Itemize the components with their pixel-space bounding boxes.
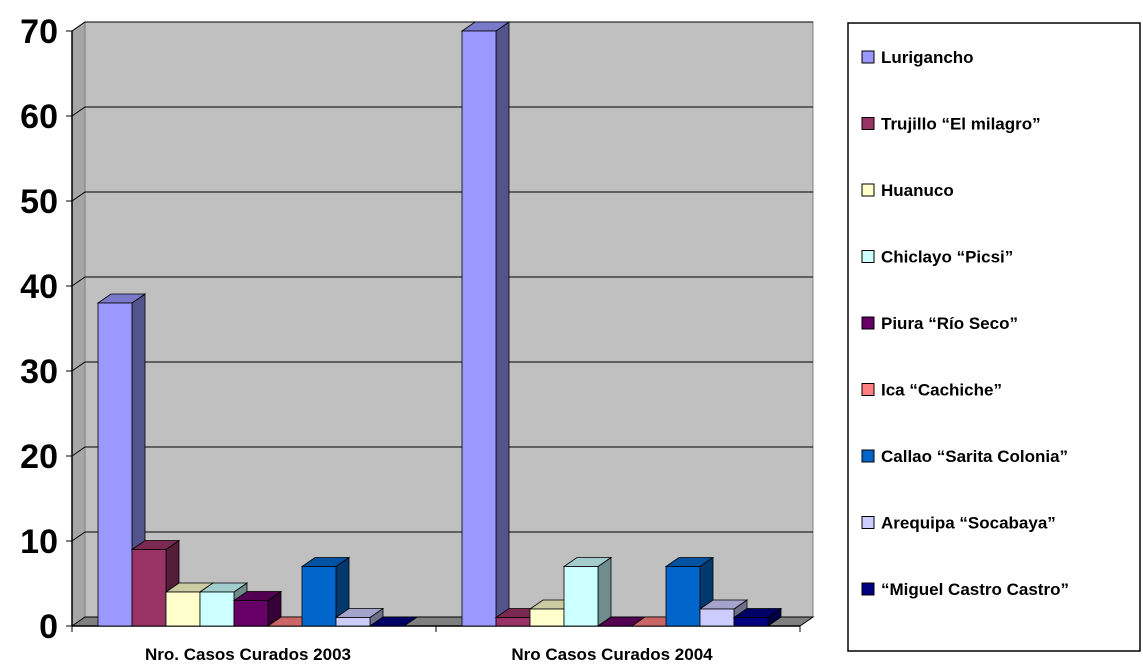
legend-label: Huanuco: [881, 181, 954, 200]
legend-label: Callao “Sarita Colonia”: [881, 447, 1068, 466]
legend-label: Ica “Cachiche”: [881, 381, 1002, 400]
legend-swatch: [861, 383, 875, 396]
legend-swatch: [861, 316, 875, 330]
gridline: [71, 531, 813, 542]
legend-label: Lurigancho: [881, 48, 974, 67]
legend-swatch: [861, 183, 875, 197]
y-tick-label: 20: [20, 438, 58, 476]
legend: Lurigancho Trujillo “El milagro” Huanuco Ch…: [847, 22, 1141, 652]
legend-item: Lurigancho: [861, 48, 974, 67]
bar: [232, 590, 283, 627]
y-tick-label: 60: [20, 98, 58, 136]
y-tick-label: 10: [20, 523, 58, 561]
bar: [368, 616, 419, 627]
gridline: [71, 106, 813, 117]
legend-item: Chiclayo “Picsi”: [861, 248, 1013, 267]
chart-bars: [96, 21, 783, 627]
legend-item: “Miguel Castro Castro”: [861, 580, 1069, 599]
bar: [300, 556, 351, 627]
legend-item: Huanuco: [861, 181, 954, 200]
legend-label: “Miguel Castro Castro”: [881, 580, 1069, 599]
chart-gridlines: [71, 21, 813, 542]
legend-swatch: [861, 582, 875, 596]
chart-plot-wall: [71, 21, 814, 627]
legend-item: Callao “Sarita Colonia”: [861, 447, 1068, 466]
legend-item: Ica “Cachiche”: [861, 381, 1002, 400]
legend-swatch: [861, 250, 875, 263]
y-tick-label: 40: [20, 268, 58, 306]
bar: [664, 556, 715, 627]
bar: [732, 607, 783, 627]
y-tick-label: 0: [39, 608, 58, 646]
bar: [460, 21, 511, 627]
legend-label: Chiclayo “Picsi”: [881, 248, 1013, 267]
legend-item: Arequipa “Socabaya”: [861, 514, 1056, 533]
y-tick-label: 50: [20, 183, 58, 221]
legend-label: Trujillo “El milagro”: [881, 115, 1041, 134]
y-tick-label: 70: [20, 13, 58, 51]
legend-item: Trujillo “El milagro”: [861, 115, 1041, 134]
gridline: [71, 446, 813, 457]
gridline: [71, 276, 813, 287]
x-axis-category-labels: Nro. Casos Curados 2003 Nro Casos Curados…: [145, 645, 713, 664]
gridline: [71, 21, 813, 32]
legend-swatch: [861, 449, 875, 463]
legend-item: Piura “Río Seco”: [861, 314, 1018, 333]
bar: [562, 556, 613, 627]
legend-swatch: [861, 50, 875, 64]
gridline: [71, 361, 813, 372]
bar: [198, 582, 249, 627]
bar: [334, 607, 385, 627]
gridline: [71, 191, 813, 202]
legend-swatch: [861, 516, 875, 529]
x-category-label: Nro Casos Curados 2004: [511, 645, 713, 664]
x-category-label: Nro. Casos Curados 2003: [145, 645, 351, 664]
y-axis-tick-labels: 0 10 20 30 40 50 60 70: [20, 13, 58, 646]
y-tick-label: 30: [20, 353, 58, 391]
legend-label: Piura “Río Seco”: [881, 314, 1018, 333]
legend-box: [847, 22, 1141, 652]
legend-label: Arequipa “Socabaya”: [881, 514, 1056, 533]
legend-swatch: [861, 117, 875, 130]
